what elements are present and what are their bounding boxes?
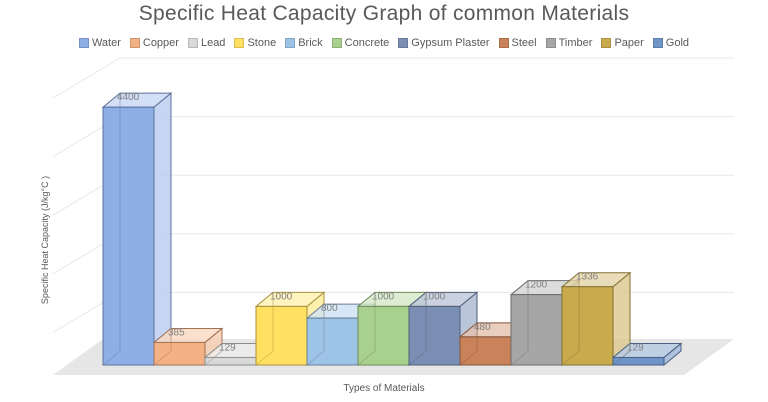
legend-swatch [545, 38, 556, 48]
gridlines [52, 57, 734, 333]
legend-item-copper: Copper [129, 37, 179, 49]
bar-edge [306, 350, 325, 366]
legend-item-lead: Lead [187, 37, 226, 49]
legend-label: Water [91, 37, 121, 49]
bar-front [459, 336, 512, 366]
legend-swatch [498, 38, 509, 48]
legend-item-gold: Gold [652, 37, 690, 49]
bar-front [510, 294, 563, 366]
bar-front [612, 356, 665, 366]
legend-swatch [78, 38, 89, 48]
legend-item-brick: Brick [285, 37, 323, 49]
legend-item-steel: Steel [498, 37, 537, 49]
bar-front [561, 286, 614, 366]
bar-front [255, 305, 308, 366]
legend-label: Concrete [344, 37, 390, 49]
legend-label: Timber [558, 37, 593, 49]
legend-swatch [285, 38, 296, 48]
bar-gold: 129 [611, 342, 683, 367]
data-label-gypsum-plaster: 1000 [423, 291, 446, 302]
bar-edge [102, 350, 121, 366]
legend-item-paper: Paper [601, 37, 644, 49]
chart-title: Specific Heat Capacity Graph of common M… [138, 2, 630, 25]
data-label-concrete: 1000 [372, 291, 395, 302]
legend-swatch [187, 38, 198, 48]
bars: 4400 385 129 1000 800 1000 1000 480 1200 1336 129 [101, 92, 683, 367]
legend-label: Stone [247, 37, 277, 49]
bar-edge [459, 350, 478, 366]
legend-label: Lead [200, 37, 226, 49]
bar-edge [408, 350, 427, 366]
legend-label: Copper [142, 37, 179, 49]
data-label-gold: 129 [627, 342, 644, 353]
legend-swatch [331, 38, 342, 48]
gridline [52, 57, 121, 99]
legend-item-stone: Stone [234, 37, 276, 49]
data-label-water: 4400 [117, 92, 140, 103]
bar-water: 4400 [101, 92, 173, 367]
bar-front [153, 341, 206, 366]
legend-label: Brick [298, 37, 323, 49]
data-label-paper: 1336 [576, 272, 599, 283]
bar-edge [510, 350, 529, 366]
legend-swatch [652, 38, 663, 48]
legend-label: Steel [511, 37, 537, 49]
data-label-timber: 1200 [525, 280, 548, 291]
legend-swatch [234, 38, 245, 48]
data-label-stone: 1000 [270, 291, 293, 302]
bar-edge [204, 350, 223, 366]
data-label-brick: 800 [321, 303, 338, 314]
bar-edge [561, 350, 580, 366]
legend-item-timber: Timber [545, 37, 593, 49]
bar-front [408, 305, 461, 366]
x-axis-label: Types of Materials [343, 383, 425, 394]
legend-label: Paper [614, 37, 644, 49]
bar-edge [357, 350, 376, 366]
data-label-copper: 385 [168, 327, 185, 338]
legend-item-water: Water [78, 37, 121, 49]
bar-front [306, 317, 359, 366]
bar-edge [612, 350, 631, 366]
bar-paper: 1336 [560, 271, 632, 367]
data-label-steel: 480 [474, 322, 491, 333]
legend-swatch [601, 38, 612, 48]
bar-edge [153, 350, 172, 366]
legend-swatch [398, 38, 409, 48]
bar-front [357, 305, 410, 366]
y-axis-label: Specific Heat Capacity (J/kg°C ) [40, 175, 50, 305]
bar-edge [255, 350, 274, 366]
bar-side [153, 92, 172, 367]
bar-front [102, 106, 155, 366]
legend-item-concrete: Concrete [331, 37, 390, 49]
data-label-lead: 129 [219, 342, 236, 353]
legend-swatch [129, 38, 140, 48]
legend-item-gypsum-plaster: Gypsum Plaster [398, 37, 490, 49]
legend: Water Copper Lead Stone Brick Concrete Gypsum … [0, 37, 768, 49]
legend-label: Gypsum Plaster [411, 37, 490, 49]
legend-label: Gold [665, 37, 690, 49]
